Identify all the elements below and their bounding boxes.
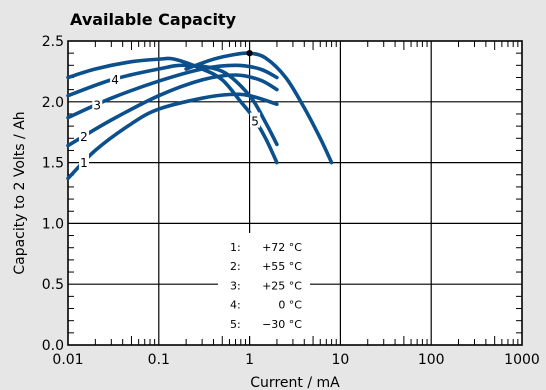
- legend-value: +72 °C: [262, 241, 302, 254]
- x-tick-label: 0.01: [52, 352, 83, 368]
- legend-key: 3:: [230, 279, 241, 292]
- y-tick-labels: 0.0 0.5 1.0 1.5 2.0 2.5: [42, 34, 64, 354]
- x-tick-labels: 0.01 0.1 1 10 100 1000: [52, 352, 539, 368]
- y-tick-label: 1.5: [42, 156, 64, 172]
- y-tick-label: 0.5: [42, 277, 64, 293]
- legend-key: 4:: [230, 299, 241, 312]
- series-label-4: 4: [111, 73, 119, 87]
- markers: [246, 49, 253, 57]
- legend-value: 0 °C: [278, 299, 302, 312]
- chart-title: Available Capacity: [70, 10, 237, 29]
- series-labels: 1 2 34 5: [78, 71, 261, 170]
- x-tick-label: 10: [331, 352, 349, 368]
- legend-value: +25 °C: [262, 279, 302, 292]
- series-label-bg: [78, 128, 89, 144]
- legend-box: [218, 233, 310, 336]
- y-tick-label: 0.0: [42, 338, 64, 354]
- x-axis-label: Current / mA: [250, 375, 340, 390]
- peak-marker: [246, 49, 253, 57]
- legend-key: 1:: [230, 241, 241, 254]
- series-label-1: 1: [80, 156, 88, 170]
- legend: 1: +72 °C 2: +55 °C 3: +25 °C 4: 0 °C 5: −30 °C: [218, 233, 310, 336]
- series-label-bg: [78, 154, 89, 170]
- series-label-bg: [92, 96, 103, 112]
- x-tick-label: 1: [245, 352, 254, 368]
- legend-value: +55 °C: [262, 260, 302, 273]
- series-label-bg: [110, 71, 121, 87]
- series-line-extra-5: [184, 51, 334, 165]
- y-axis-label: Capacity to 2 Volts / Ah: [12, 111, 28, 274]
- series-line-2: [66, 73, 279, 148]
- series-label-2: 2: [80, 130, 88, 144]
- y-tick-label: 2.0: [42, 95, 64, 111]
- y-tick-label: 2.5: [42, 34, 64, 50]
- y-tick-label: 1.0: [42, 216, 64, 232]
- x-tick-label: 0.1: [148, 352, 170, 368]
- x-tick-label: 100: [418, 352, 445, 368]
- legend-key: 2:: [230, 260, 241, 273]
- series-label-3: 3: [93, 98, 101, 112]
- legend-key: 5:: [230, 318, 241, 331]
- x-tick-label: 1000: [504, 352, 540, 368]
- legend-value: −30 °C: [262, 318, 302, 331]
- series-label-bg: [250, 112, 261, 128]
- series-label-5: 5: [251, 115, 259, 129]
